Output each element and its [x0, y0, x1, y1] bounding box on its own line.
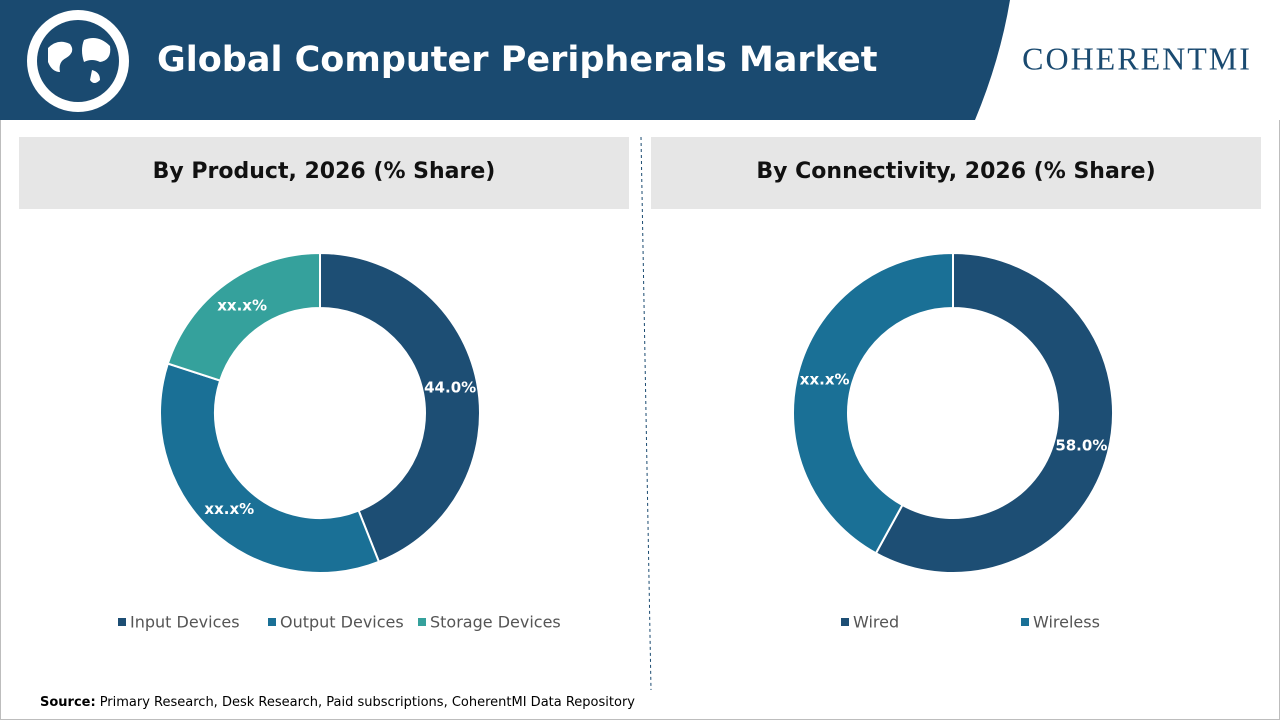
legend-label: Wired	[853, 613, 899, 632]
divider	[640, 136, 652, 691]
source-text: Primary Research, Desk Research, Paid su…	[100, 695, 636, 710]
legend-label: Wireless	[1033, 613, 1100, 632]
legend-label: Storage Devices	[430, 613, 561, 632]
data-label: xx.x%	[204, 500, 254, 518]
data-label: 58.0%	[1055, 436, 1107, 454]
donut-segment	[166, 251, 321, 382]
source: Source: Primary Research, Desk Research, …	[40, 695, 635, 710]
legend-swatch	[418, 618, 426, 626]
donut-segment	[792, 251, 954, 555]
header-title: Global Computer Peripherals Market	[157, 40, 877, 80]
donut-segment	[319, 251, 481, 564]
chart-title: By Product, 2026 (% Share)	[153, 159, 496, 184]
chart-title-box	[651, 137, 1261, 209]
data-label: xx.x%	[217, 296, 267, 314]
legend-swatch	[118, 618, 126, 626]
legend-swatch	[841, 618, 849, 626]
chart-title-box	[19, 137, 629, 209]
donut-segment	[874, 251, 1114, 574]
data-label: 44.0%	[424, 379, 476, 397]
logo: COHERENTMI	[1022, 40, 1252, 76]
logo-panel	[975, 0, 1280, 120]
legend-label: Input Devices	[130, 613, 240, 632]
legend-label: Output Devices	[280, 613, 404, 632]
legend-swatch	[268, 618, 276, 626]
globe-map	[48, 38, 111, 83]
donut-segment	[159, 362, 381, 574]
source-label: Source:	[40, 695, 96, 710]
legend-swatch	[1021, 618, 1029, 626]
chart-title: By Connectivity, 2026 (% Share)	[756, 159, 1155, 184]
data-label: xx.x%	[800, 371, 850, 389]
